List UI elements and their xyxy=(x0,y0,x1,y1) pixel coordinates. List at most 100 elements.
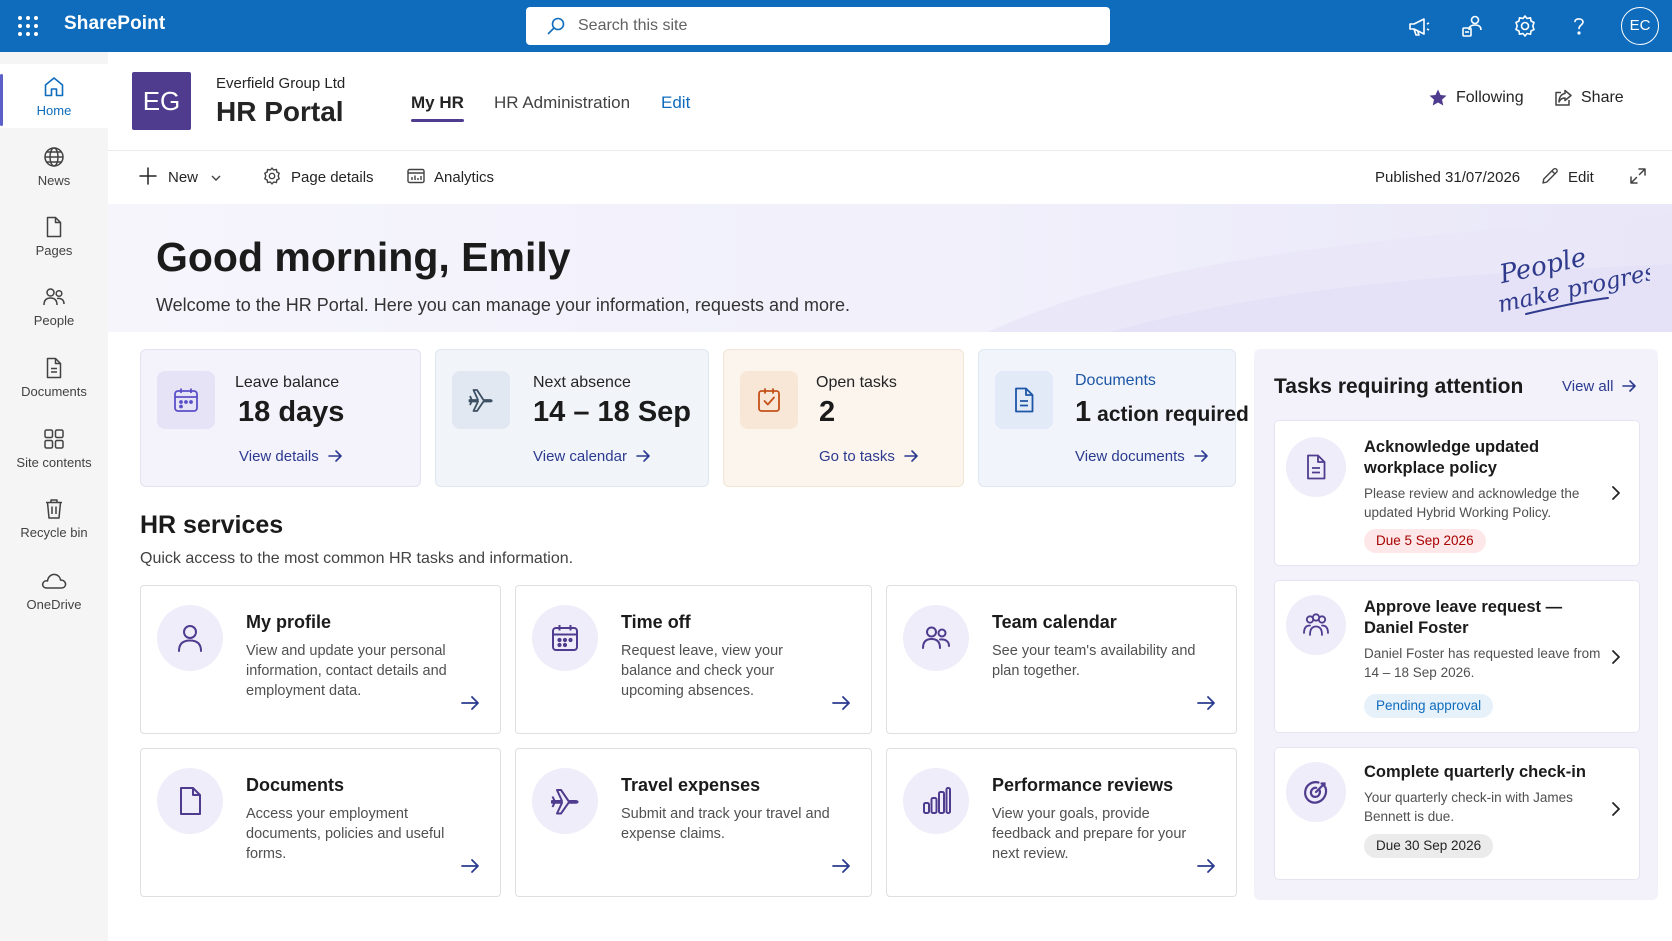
view-calendar-link[interactable]: View calendar xyxy=(533,448,651,465)
service-card-team-calendar[interactable]: Team calendar See your team's availabili… xyxy=(886,585,1237,734)
link-label: Go to tasks xyxy=(819,448,895,465)
task-item-quarterly-check-in[interactable]: Complete quarterly check-in Your quarter… xyxy=(1274,747,1640,880)
nav-hr-administration[interactable]: HR Administration xyxy=(494,93,631,112)
summary-card-open-tasks: Open tasks 2 Go to tasks xyxy=(723,349,964,487)
app-name[interactable]: SharePoint xyxy=(64,13,166,34)
go-to-tasks-link[interactable]: Go to tasks xyxy=(819,448,919,465)
service-card-time-off[interactable]: Time off Request leave, view your balanc… xyxy=(515,585,872,734)
nav-my-hr[interactable]: My HR xyxy=(411,93,464,122)
search-placeholder: Search this site xyxy=(578,17,688,34)
search-input[interactable]: Search this site xyxy=(526,7,1110,45)
rail-item-news[interactable]: News xyxy=(0,134,108,198)
org-name: Everfield Group Ltd xyxy=(216,75,346,92)
arrow-right-icon xyxy=(1622,380,1637,392)
task-item-acknowledge-policy[interactable]: Acknowledge updated workplace policy Ple… xyxy=(1274,420,1640,566)
view-all-tasks-link[interactable]: View all xyxy=(1562,378,1637,395)
rail-item-documents[interactable]: Documents xyxy=(0,345,108,409)
link-label: View documents xyxy=(1075,448,1185,465)
link-label: View details xyxy=(239,448,319,465)
status-badge: Pending approval xyxy=(1364,694,1494,718)
expand-button[interactable] xyxy=(1628,166,1648,190)
expand-icon xyxy=(1630,168,1646,184)
edit-page-button[interactable]: Edit xyxy=(1540,166,1610,190)
task-item-approve-leave[interactable]: Approve leave request — Daniel Foster Da… xyxy=(1274,580,1640,733)
task-description: Daniel Foster has requested leave from 1… xyxy=(1364,646,1601,680)
share-icon xyxy=(1555,89,1572,106)
document-icon xyxy=(157,768,223,834)
gear-icon xyxy=(264,167,280,185)
left-app-rail: Home News Pages People Documents Site co… xyxy=(0,52,108,941)
service-description: Access your employment documents, polici… xyxy=(246,806,445,862)
documents-icon xyxy=(46,357,62,379)
search-icon xyxy=(547,17,565,35)
megaphone-icon[interactable] xyxy=(1406,13,1432,39)
gear-icon[interactable] xyxy=(1512,13,1538,39)
service-description: Submit and track your travel and expense… xyxy=(621,806,830,842)
service-title: My profile xyxy=(246,612,332,632)
service-title: Time off xyxy=(621,612,691,632)
pencil-icon xyxy=(1542,168,1558,184)
rail-item-onedrive[interactable]: OneDrive xyxy=(0,558,108,622)
arrow-right-icon xyxy=(461,859,479,873)
following-button[interactable]: Following xyxy=(1428,86,1538,110)
new-button[interactable]: New xyxy=(138,166,228,190)
analytics-button[interactable]: Analytics xyxy=(406,166,506,190)
service-title: Documents xyxy=(246,775,345,795)
decorative-wave xyxy=(988,214,1672,332)
bar-chart-icon xyxy=(903,768,969,834)
summary-value: 2 xyxy=(819,396,836,428)
site-contents-icon xyxy=(44,429,64,449)
globe-icon xyxy=(44,147,64,167)
help-icon[interactable] xyxy=(1566,13,1592,39)
greeting-heading: Good morning, Emily xyxy=(156,234,571,280)
link-label: View all xyxy=(1562,378,1614,395)
people-settings-icon[interactable] xyxy=(1459,13,1485,39)
rail-item-recycle-bin[interactable]: Recycle bin xyxy=(0,486,108,550)
team-icon xyxy=(903,605,969,671)
analytics-icon xyxy=(407,168,425,184)
greeting-subtitle: Welcome to the HR Portal. Here you can m… xyxy=(156,295,851,315)
airplane-icon xyxy=(452,371,510,429)
suite-bar: SharePoint Search this site EC xyxy=(0,0,1672,52)
rail-item-site-contents[interactable]: Site contents xyxy=(0,416,108,480)
app-launcher-icon[interactable] xyxy=(16,14,40,38)
user-avatar[interactable]: EC xyxy=(1621,7,1659,45)
tasks-panel: Tasks requiring attention View all Ackno… xyxy=(1254,349,1658,900)
arrow-right-icon xyxy=(832,696,850,710)
chevron-right-icon xyxy=(1612,650,1620,664)
service-description: View and update your personal informatio… xyxy=(246,643,447,699)
rail-item-home[interactable]: Home xyxy=(0,64,108,128)
arrow-right-icon xyxy=(327,450,342,462)
arrow-right-icon xyxy=(904,450,918,462)
page-details-button[interactable]: Page details xyxy=(262,166,382,190)
site-title[interactable]: HR Portal xyxy=(216,96,344,127)
summary-label: Documents xyxy=(1075,372,1156,389)
arrow-right-icon xyxy=(832,859,850,873)
service-card-performance-reviews[interactable]: Performance reviews View your goals, pro… xyxy=(886,748,1237,897)
calendar-icon xyxy=(532,605,598,671)
service-description: Request leave, view your balance and che… xyxy=(621,643,783,699)
site-logo[interactable]: EG xyxy=(132,72,191,130)
service-card-travel-expenses[interactable]: Travel expenses Submit and track your tr… xyxy=(515,748,872,897)
service-description: View your goals, provide feedback and pr… xyxy=(992,806,1187,862)
nav-edit-link[interactable]: Edit xyxy=(661,93,691,112)
arrow-right-icon xyxy=(461,696,479,710)
published-label: Published 31/07/2026 xyxy=(1375,169,1521,186)
header-divider xyxy=(108,150,1672,151)
chevron-down-icon xyxy=(211,175,221,181)
link-label: View calendar xyxy=(533,448,627,465)
published-status: Published 31/07/2026 xyxy=(1375,166,1525,190)
view-documents-link[interactable]: View documents xyxy=(1075,448,1209,465)
rail-item-people[interactable]: People xyxy=(0,274,108,338)
plus-icon xyxy=(139,167,157,185)
rail-item-label: People xyxy=(33,313,75,328)
service-card-my-profile[interactable]: My profile View and update your personal… xyxy=(140,585,501,734)
summary-card-next-absence: Next absence 14 – 18 Sep View calendar xyxy=(435,349,709,487)
rail-item-pages[interactable]: Pages xyxy=(0,204,108,268)
person-icon xyxy=(157,605,223,671)
edit-label: Edit xyxy=(1568,169,1594,186)
view-details-link[interactable]: View details xyxy=(239,448,343,465)
share-button[interactable]: Share xyxy=(1553,86,1633,110)
hero-banner: Good morning, Emily Welcome to the HR Po… xyxy=(108,204,1672,332)
service-card-documents[interactable]: Documents Access your employment documen… xyxy=(140,748,501,897)
